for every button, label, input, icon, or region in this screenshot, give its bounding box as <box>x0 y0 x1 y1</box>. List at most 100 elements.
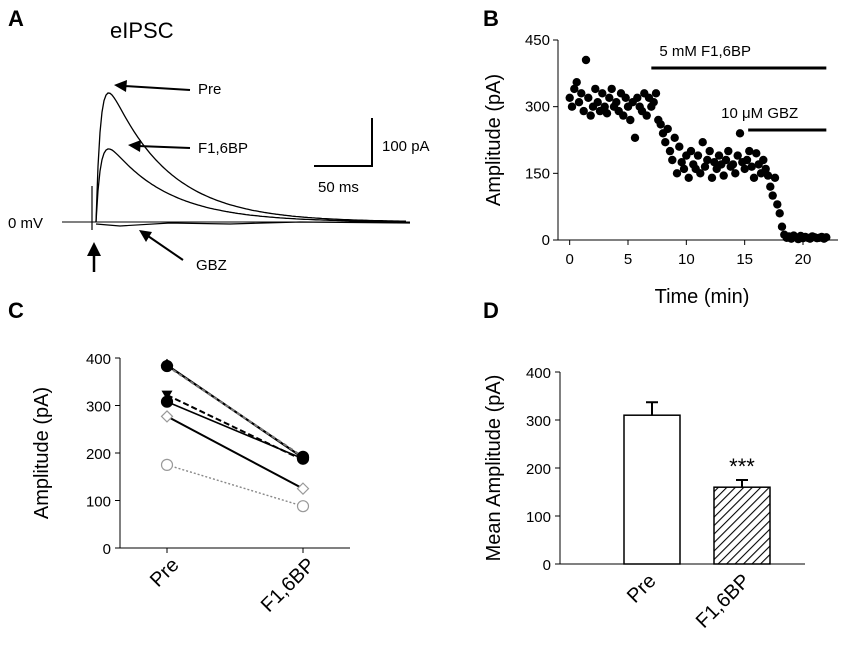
d-ytick-label: 400 <box>526 365 551 382</box>
b-data-point <box>721 155 731 165</box>
trace-f16bp <box>95 148 406 223</box>
arrow-pre <box>123 85 191 91</box>
b-data-point <box>728 160 738 169</box>
d-bar-pre <box>623 414 681 565</box>
b-y-axis-label: Amplitude (pA) <box>483 74 505 206</box>
panel-a: A eIPSC 0 mV Pre F1,6BP GBZ 100 pA 50 ms <box>8 6 430 274</box>
b-data-point <box>665 146 675 156</box>
trace-label-pre: Pre <box>198 81 221 98</box>
c-marker <box>160 359 174 373</box>
b-data-point <box>763 171 773 180</box>
treatment-label-f16bp: 5 mM F1,6BP <box>659 43 751 60</box>
b-data-point <box>822 233 831 242</box>
stimulus-arrow-head <box>87 242 101 256</box>
c-marker <box>160 410 174 423</box>
panel-label-b: B <box>483 6 499 31</box>
b-data-point <box>693 151 703 160</box>
b-data-point <box>759 155 768 165</box>
arrow-f16bp <box>137 145 191 149</box>
b-data-point <box>642 111 651 120</box>
d-y-ticks: 0 100 200 300 400 <box>526 365 560 574</box>
b-data-point <box>705 146 714 156</box>
d-bar-f16bp <box>713 486 771 565</box>
baseline-label: 0 mV <box>8 215 43 232</box>
b-data-point <box>579 106 588 116</box>
c-ytick-label: 300 <box>86 399 111 416</box>
eipsc-title: eIPSC <box>110 18 174 43</box>
trace-label-gbz: GBZ <box>196 257 227 274</box>
b-data-point <box>586 111 595 120</box>
b-data-point <box>570 84 579 94</box>
b-data-point <box>679 164 689 174</box>
c-y-ticks: 0 100 200 300 400 <box>86 351 304 558</box>
b-xtick-label: 10 <box>678 251 695 268</box>
b-data-point <box>593 98 602 107</box>
b-data-point <box>574 98 584 107</box>
c-ytick-label: 0 <box>103 541 111 558</box>
b-data-point <box>584 93 593 103</box>
d-y-axis-label: Mean Amplitude (pA) <box>483 375 505 562</box>
b-xtick-label: 5 <box>624 251 632 268</box>
arrow-pre-head <box>114 80 127 92</box>
b-data-points <box>565 55 831 244</box>
b-ytick-label: 450 <box>525 32 550 49</box>
b-data-point <box>626 115 635 125</box>
c-series-line <box>166 464 304 507</box>
c-marker <box>296 452 310 465</box>
panel-label-a: A <box>8 6 24 31</box>
b-xtick-label: 0 <box>565 251 573 268</box>
b-data-point <box>719 171 728 180</box>
b-y-ticks: 0 150 300 450 <box>525 32 558 249</box>
b-data-point <box>630 133 640 142</box>
b-data-point <box>745 146 754 156</box>
significance-marker: *** <box>729 454 755 479</box>
c-marker <box>296 500 310 513</box>
b-data-point <box>714 151 724 160</box>
trace-gbz <box>95 221 411 227</box>
arrow-gbz <box>147 235 184 261</box>
b-data-point <box>696 169 705 178</box>
c-marker <box>160 458 174 471</box>
c-category-pre: Pre <box>146 554 184 592</box>
b-data-point <box>747 162 756 171</box>
b-data-point <box>742 155 752 165</box>
c-series <box>160 358 310 513</box>
b-data-point <box>675 142 684 151</box>
b-data-point <box>707 173 717 182</box>
b-ytick-label: 150 <box>525 165 550 182</box>
c-series-line <box>166 365 304 458</box>
b-data-point <box>768 191 777 200</box>
b-data-point <box>649 98 658 107</box>
b-data-point <box>668 155 677 165</box>
b-data-point <box>710 158 719 167</box>
b-ytick-label: 0 <box>542 232 550 249</box>
c-marker <box>161 390 173 400</box>
b-data-point <box>761 164 770 174</box>
b-data-point <box>766 182 775 191</box>
b-data-point <box>567 102 577 111</box>
d-bars <box>623 401 771 565</box>
b-data-point <box>602 109 612 118</box>
c-series-line <box>166 415 304 490</box>
arrow-gbz-head <box>139 230 152 242</box>
b-data-point <box>591 84 600 94</box>
panel-label-d: D <box>483 298 499 323</box>
b-data-point <box>749 173 759 182</box>
b-data-point <box>621 93 630 103</box>
d-ytick-label: 200 <box>526 461 551 478</box>
d-ytick-label: 300 <box>526 413 551 430</box>
c-marker <box>160 395 174 408</box>
c-series-line <box>166 400 304 460</box>
c-y-axis-label: Amplitude (pA) <box>31 387 53 519</box>
d-category-f16bp: F1,6BP <box>692 570 755 633</box>
b-data-point <box>733 151 742 160</box>
b-data-point <box>577 89 586 98</box>
b-data-point <box>651 89 661 98</box>
d-ytick-label: 0 <box>543 557 551 574</box>
b-data-point <box>672 169 682 178</box>
b-data-point <box>656 120 665 129</box>
b-data-point <box>684 173 693 182</box>
b-data-point <box>740 164 749 174</box>
